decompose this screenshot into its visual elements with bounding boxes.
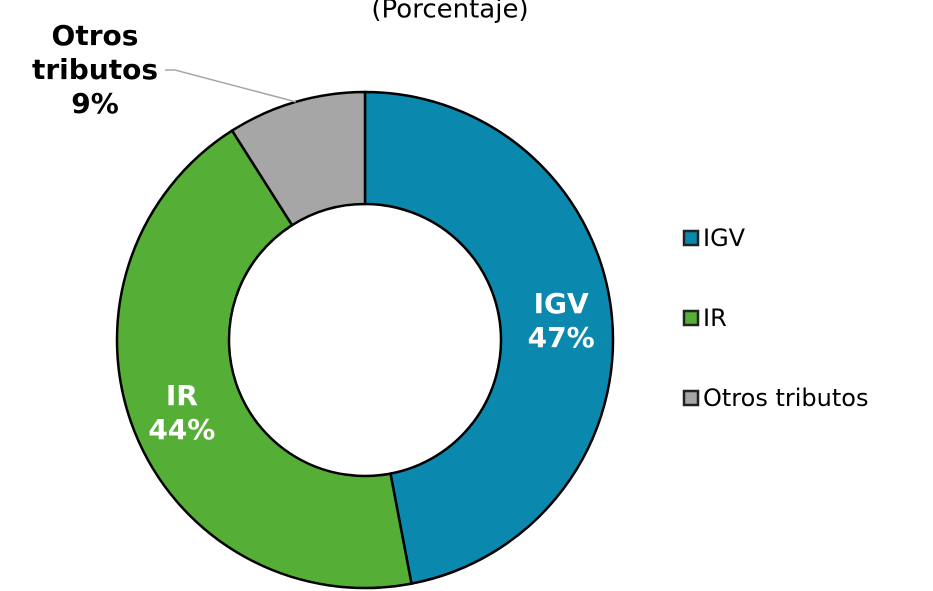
label-value: 44% xyxy=(148,412,216,446)
leader-line xyxy=(165,69,297,103)
data-label: Otros tributos 9% xyxy=(30,19,160,121)
donut-segment xyxy=(115,128,413,590)
label-value: 9% xyxy=(71,87,119,120)
label-name: Otros tributos xyxy=(31,19,159,86)
donut-segment xyxy=(363,90,615,586)
legend-swatch xyxy=(682,389,700,407)
data-label: IR 44% xyxy=(112,379,252,447)
legend-swatch xyxy=(682,309,700,327)
label-value: 47% xyxy=(527,321,595,355)
legend-label: Otros tributos xyxy=(703,384,868,412)
chart-subtitle: (Porcentaje) xyxy=(371,0,528,25)
label-name: IR xyxy=(165,378,198,412)
legend-label: IR xyxy=(703,304,727,332)
legend-swatch xyxy=(682,229,700,247)
donut-segment xyxy=(230,90,367,227)
data-label: IGV 47% xyxy=(491,287,631,355)
legend-label: IGV xyxy=(703,224,746,252)
label-name: IGV xyxy=(533,287,589,321)
